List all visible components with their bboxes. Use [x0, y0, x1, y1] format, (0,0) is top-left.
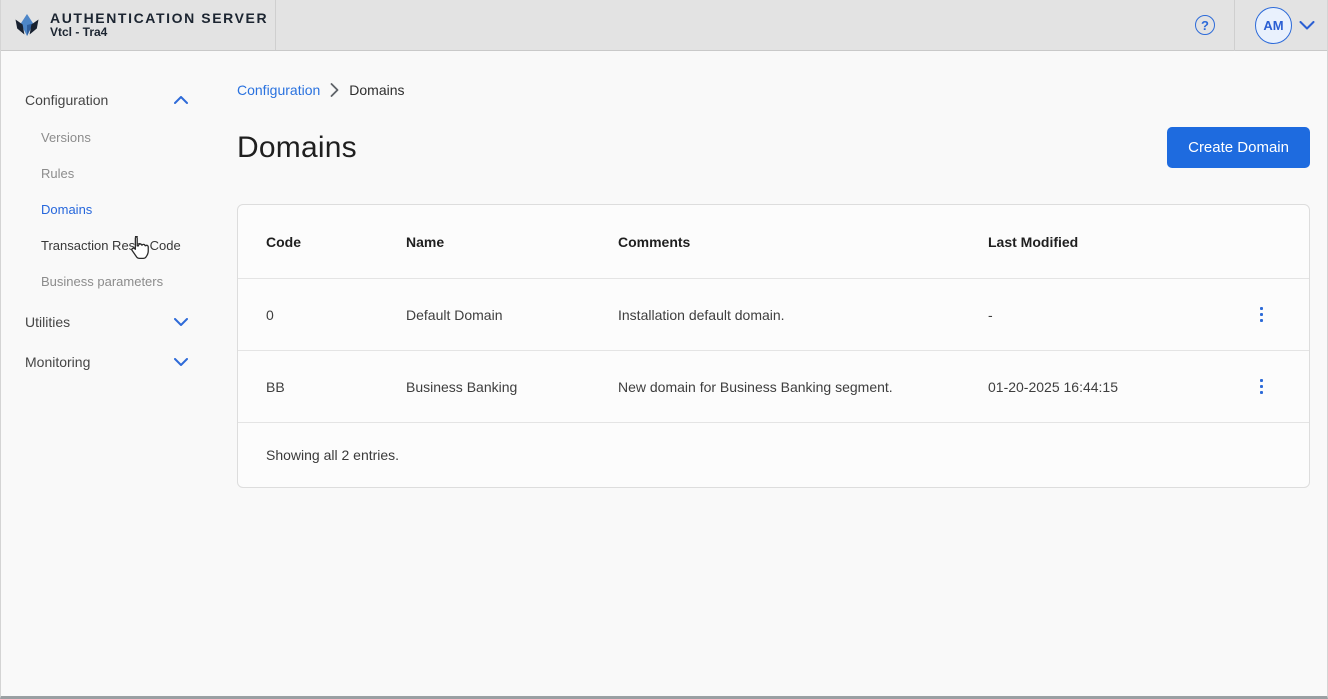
chevron-down-icon[interactable] — [1299, 20, 1315, 30]
sidebar-section-configuration[interactable]: Configuration — [1, 81, 213, 119]
cell-comments: Installation default domain. — [618, 306, 785, 323]
sidebar-subitems: Versions Rules Domains Transaction Resp.… — [1, 119, 213, 299]
sidebar-section-utilities[interactable]: Utilities — [1, 303, 213, 341]
sidebar-item-versions[interactable]: Versions — [1, 119, 213, 155]
chevron-down-icon — [174, 358, 188, 366]
sidebar-section-label: Configuration — [25, 92, 109, 108]
row-actions-kebab-icon[interactable] — [1256, 303, 1267, 326]
page-title: Domains — [237, 130, 357, 164]
sidebar-item-label: Transaction Resp. Code — [41, 237, 181, 253]
breadcrumb: Configuration Domains — [237, 82, 1310, 98]
column-header-last-modified: Last Modified — [988, 233, 1079, 250]
sidebar-item-business-parameters[interactable]: Business parameters — [1, 263, 213, 299]
user-menu[interactable]: AM — [1235, 6, 1327, 44]
table-header-row: Code Name Comments Last Modified — [238, 205, 1309, 279]
cell-code: BB — [266, 378, 285, 395]
sidebar-item-label: Business parameters — [41, 273, 164, 289]
sidebar-section-label: Utilities — [25, 314, 71, 330]
sidebar-item-transaction-resp-code[interactable]: Transaction Resp. Code — [1, 227, 213, 263]
breadcrumb-link-configuration[interactable]: Configuration — [237, 82, 321, 98]
column-header-name: Name — [406, 233, 445, 250]
cell-name: Business Banking — [406, 378, 518, 395]
app-logo-block: AUTHENTICATION SERVER Vtcl - Tra4 — [1, 0, 276, 50]
chevron-right-icon — [330, 83, 339, 97]
cell-code: 0 — [266, 306, 274, 323]
row-actions-kebab-icon[interactable] — [1256, 375, 1267, 398]
column-header-comments: Comments — [618, 233, 691, 250]
cell-comments: New domain for Business Banking segment. — [618, 378, 893, 395]
breadcrumb-current: Domains — [349, 82, 405, 98]
app-title-block: AUTHENTICATION SERVER Vtcl - Tra4 — [50, 10, 268, 40]
domains-table-card: Code Name Comments Last Modified 0 Defau… — [237, 204, 1310, 488]
table-footer: Showing all 2 entries. — [266, 447, 400, 463]
table-row: 0 Default Domain Installation default do… — [238, 279, 1309, 351]
help-icon[interactable]: ? — [1195, 15, 1215, 35]
sidebar-item-label: Rules — [41, 165, 75, 181]
column-header-code: Code — [266, 233, 301, 250]
cell-last-modified: 01-20-2025 16:44:15 — [988, 378, 1118, 395]
sidebar-section-label: Monitoring — [25, 354, 91, 370]
main-content: Configuration Domains Domains Create Dom… — [213, 51, 1327, 695]
cell-name: Default Domain — [406, 306, 503, 323]
app-title: AUTHENTICATION SERVER — [50, 10, 269, 27]
create-domain-button[interactable]: Create Domain — [1167, 127, 1310, 168]
avatar-initials: AM — [1263, 17, 1284, 33]
sidebar-nav: Configuration Versions Rules Domains — [1, 51, 213, 695]
avatar[interactable]: AM — [1255, 6, 1292, 44]
app-subtitle: Vtcl - Tra4 — [50, 25, 108, 40]
header-right: ? AM — [1195, 0, 1327, 51]
sidebar-section-monitoring[interactable]: Monitoring — [1, 343, 213, 381]
sidebar-item-label: Versions — [41, 129, 91, 145]
header-divider — [1234, 0, 1235, 51]
table-row: BB Business Banking New domain for Busin… — [238, 351, 1309, 423]
chevron-down-icon — [174, 318, 188, 326]
sidebar-item-label: Domains — [41, 201, 93, 217]
chevron-up-icon — [174, 96, 188, 104]
help-glyph: ? — [1201, 17, 1209, 33]
cell-last-modified: - — [988, 306, 993, 323]
app-logo-icon — [14, 13, 40, 38]
sidebar-item-domains[interactable]: Domains — [1, 191, 213, 227]
sidebar-item-rules[interactable]: Rules — [1, 155, 213, 191]
top-header: AUTHENTICATION SERVER Vtcl - Tra4 ? AM — [1, 0, 1327, 51]
